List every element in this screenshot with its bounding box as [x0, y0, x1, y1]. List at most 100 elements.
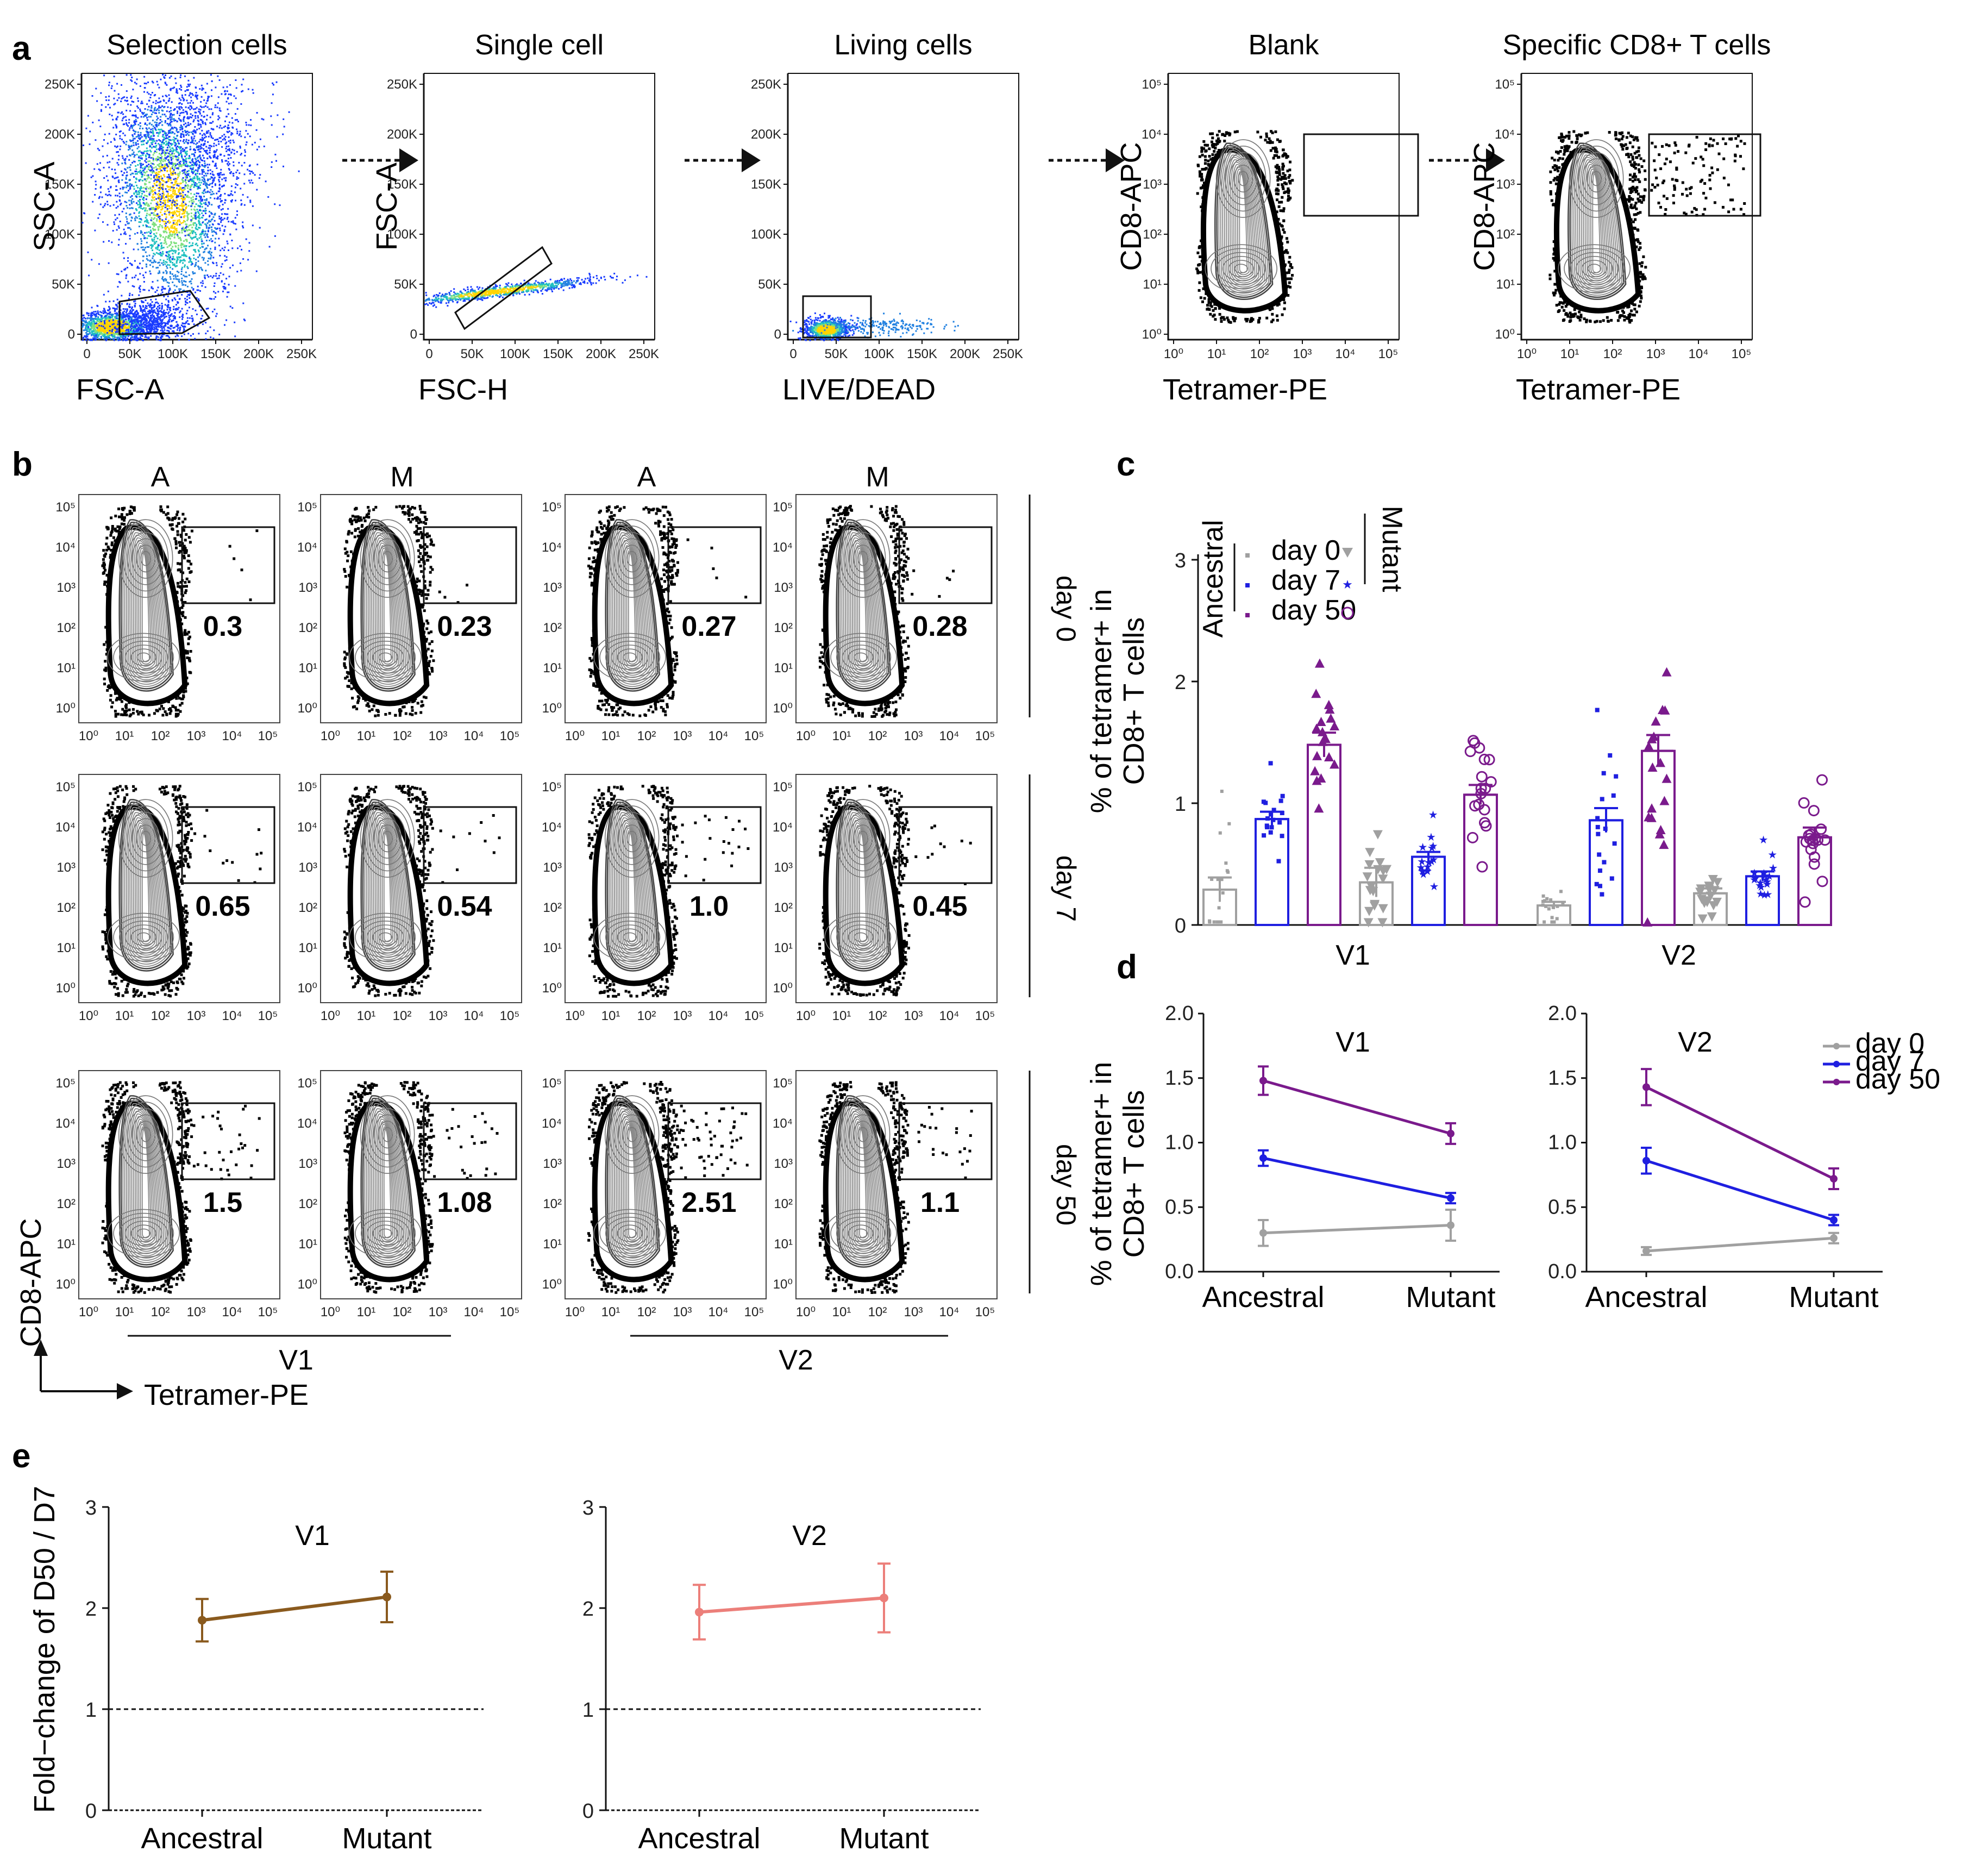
- event-dot: [179, 298, 180, 299]
- event-dot: [126, 335, 127, 336]
- event-dot: [215, 164, 216, 165]
- event-dot: [215, 273, 217, 274]
- event-dot: [165, 207, 166, 208]
- event-dot: [129, 235, 131, 236]
- event-dot: [130, 229, 131, 230]
- event-dot: [126, 141, 127, 142]
- event-dot: [170, 177, 171, 179]
- event-dot: [125, 243, 127, 245]
- event-dot: [204, 236, 206, 238]
- event-dot: [179, 213, 180, 215]
- event-dot: [175, 276, 177, 278]
- event-dot: [146, 124, 148, 126]
- event-dot: [203, 99, 205, 101]
- event-dot: [146, 329, 147, 330]
- event-dot: [142, 154, 143, 156]
- event-dot: [168, 101, 170, 102]
- event-dot: [170, 90, 172, 91]
- event-dot: [117, 286, 118, 287]
- event-dot: [164, 100, 165, 102]
- event-dot: [178, 232, 180, 233]
- event-dot: [161, 150, 163, 152]
- event-dot: [206, 164, 208, 165]
- event-dot: [205, 322, 206, 323]
- event-dot: [184, 260, 186, 261]
- event-dot: [93, 333, 95, 335]
- event-dot: [189, 155, 190, 157]
- event-dot: [119, 337, 121, 339]
- event-dot: [149, 227, 151, 228]
- event-dot: [223, 249, 225, 251]
- event-dot: [142, 260, 144, 261]
- event-dot: [206, 186, 208, 187]
- event-dot: [236, 176, 238, 178]
- event-dot: [121, 271, 122, 272]
- event-dot: [180, 195, 181, 197]
- event-dot: [167, 259, 168, 260]
- event-dot: [103, 310, 104, 312]
- event-dot: [145, 217, 147, 218]
- event-dot: [105, 193, 106, 195]
- event-dot: [167, 195, 169, 197]
- event-dot: [190, 193, 192, 195]
- event-dot: [194, 126, 196, 128]
- event-dot: [225, 177, 227, 179]
- event-dot: [153, 102, 154, 103]
- event-dot: [225, 148, 227, 149]
- event-dot: [191, 117, 192, 118]
- event-dot: [204, 150, 205, 152]
- event-dot: [161, 178, 163, 179]
- event-dot: [133, 176, 135, 178]
- event-dot: [186, 226, 187, 227]
- event-dot: [230, 221, 232, 223]
- event-dot: [107, 317, 109, 318]
- event-dot: [180, 86, 182, 88]
- event-dot: [135, 115, 136, 116]
- event-dot: [99, 327, 101, 329]
- event-dot: [225, 151, 227, 152]
- event-dot: [173, 187, 175, 189]
- event-dot: [160, 162, 162, 164]
- event-dot: [168, 214, 170, 216]
- event-dot: [202, 173, 203, 175]
- event-dot: [226, 257, 228, 258]
- event-dot: [233, 161, 234, 163]
- event-dot: [192, 233, 193, 234]
- event-dot: [197, 178, 198, 180]
- event-dot: [191, 108, 192, 109]
- event-dot: [150, 165, 152, 167]
- event-dot: [101, 312, 103, 314]
- event-dot: [148, 177, 149, 178]
- event-dot: [173, 278, 175, 280]
- event-dot: [158, 139, 160, 141]
- event-dot: [186, 86, 188, 87]
- event-dot: [227, 149, 229, 151]
- event-dot: [82, 326, 84, 328]
- event-dot: [267, 196, 269, 198]
- event-dot: [127, 267, 128, 268]
- event-dot: [97, 316, 99, 318]
- event-dot: [126, 110, 127, 111]
- event-dot: [157, 321, 159, 322]
- event-dot: [147, 178, 148, 180]
- event-dot: [188, 134, 190, 136]
- event-dot: [175, 304, 177, 305]
- event-dot: [126, 221, 128, 222]
- event-dot: [133, 339, 134, 340]
- event-dot: [174, 172, 176, 174]
- event-dot: [143, 197, 145, 198]
- event-dot: [174, 142, 176, 143]
- event-dot: [129, 311, 131, 312]
- event-dot: [142, 128, 143, 129]
- event-dot: [153, 218, 154, 220]
- event-dot: [120, 234, 122, 235]
- event-dot: [158, 135, 159, 137]
- event-dot: [240, 131, 241, 133]
- event-dot: [99, 333, 101, 335]
- event-dot: [179, 173, 180, 174]
- event-dot: [161, 121, 162, 122]
- event-dot: [103, 241, 104, 243]
- event-dot: [129, 129, 130, 131]
- event-dot: [180, 150, 182, 152]
- event-dot: [203, 111, 204, 112]
